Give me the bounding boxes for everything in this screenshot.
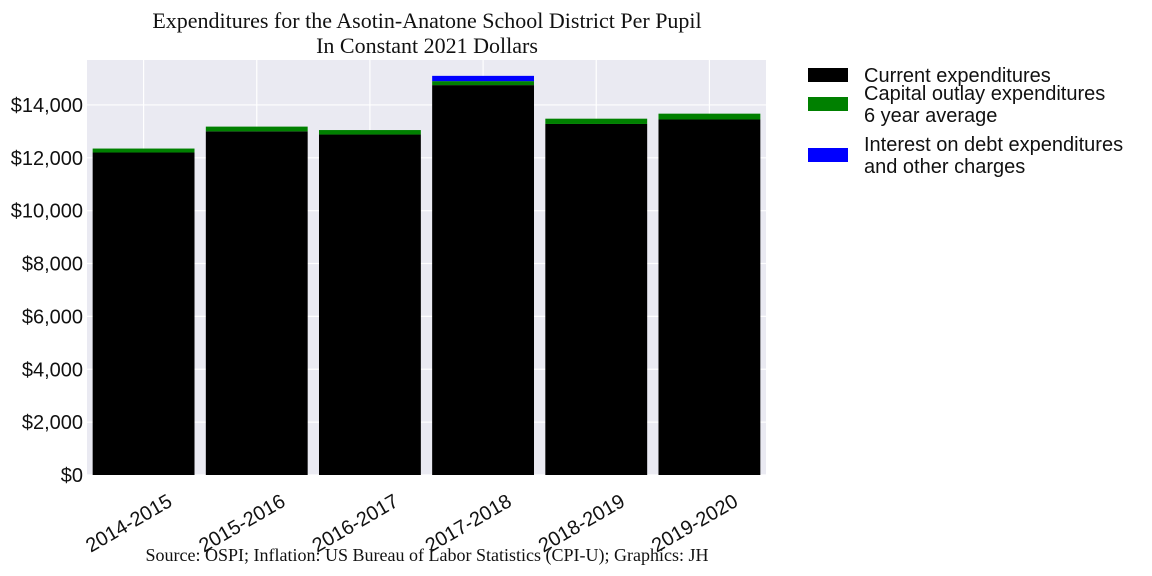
y-tick-label: $14,000 [11,95,83,117]
bars [92,75,761,476]
bar-segment [432,85,535,476]
y-tick-label: $8,000 [22,254,83,276]
bar-segment [92,148,195,153]
chart-title-line-2: In Constant 2021 Dollars [316,33,538,58]
y-tick-label: $0 [61,465,83,487]
plot-area [87,60,766,475]
y-axis: $0 $2,000 $4,000 $6,000 $8,000 $10,000 $12,000… [11,95,83,487]
chart-title-line-1: Expenditures for the Asotin-Anatone Scho… [152,8,701,33]
legend-label: Interest on debt expenditures and other c… [864,134,1123,178]
y-tick-label: $6,000 [22,306,83,328]
bar-segment [205,126,308,132]
legend-label: Capital outlay expenditures 6 year averag… [864,83,1105,127]
bar-segment [658,119,761,476]
bar-segment [205,131,308,475]
bar-segment [545,123,648,476]
legend-swatch [808,97,848,111]
legend-swatch [808,148,848,162]
y-tick-label: $12,000 [11,148,83,170]
legend-swatch [808,68,848,82]
bar-segment [92,152,195,475]
bar-segment [658,113,761,120]
y-tick-label: $2,000 [22,412,83,434]
bar-segment [432,81,535,86]
bar-segment [318,130,421,135]
y-tick-label: $4,000 [22,359,83,381]
bar-segment [432,75,535,82]
legend-label: Current expenditures [864,65,1051,87]
bar-segment [545,118,648,124]
source-caption: Source: OSPI; Inflation: US Bureau of La… [146,545,709,566]
bar-segment [318,134,421,476]
y-tick-label: $10,000 [11,201,83,223]
